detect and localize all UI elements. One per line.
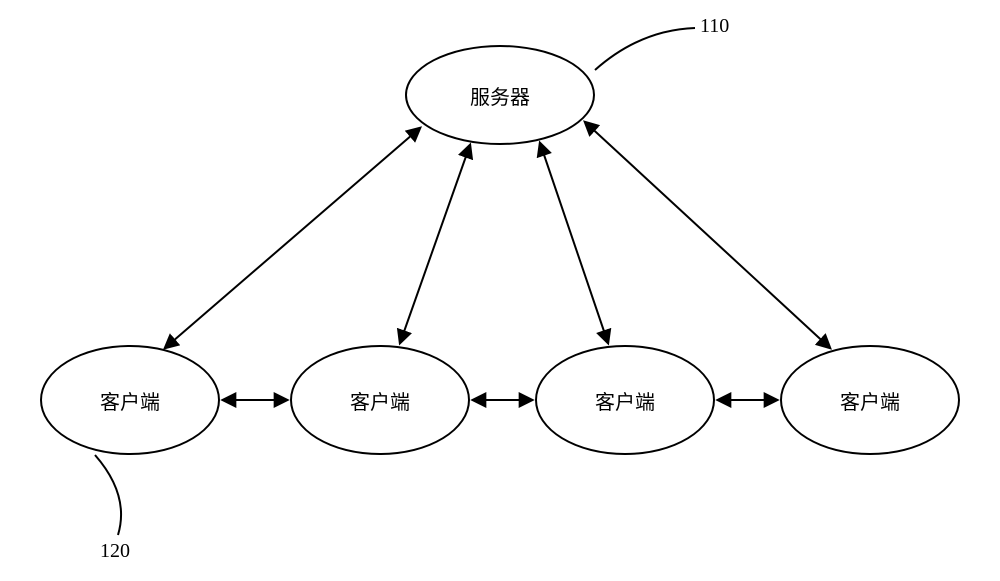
network-diagram: 服务器客户端客户端客户端客户端 110120 <box>0 0 1000 581</box>
node-client2: 客户端 <box>290 345 470 455</box>
node-client3: 客户端 <box>535 345 715 455</box>
callout-label-110: 110 <box>700 15 729 38</box>
edge-server-client2 <box>400 145 470 343</box>
edge-server-client3 <box>540 143 608 343</box>
node-server: 服务器 <box>405 45 595 145</box>
callout-label-120: 120 <box>100 540 130 563</box>
node-client4: 客户端 <box>780 345 960 455</box>
node-client1: 客户端 <box>40 345 220 455</box>
callout-arc-110 <box>595 28 695 70</box>
edge-server-client1 <box>165 128 420 348</box>
edge-server-client4 <box>585 122 830 348</box>
callout-arc-120 <box>95 455 121 535</box>
